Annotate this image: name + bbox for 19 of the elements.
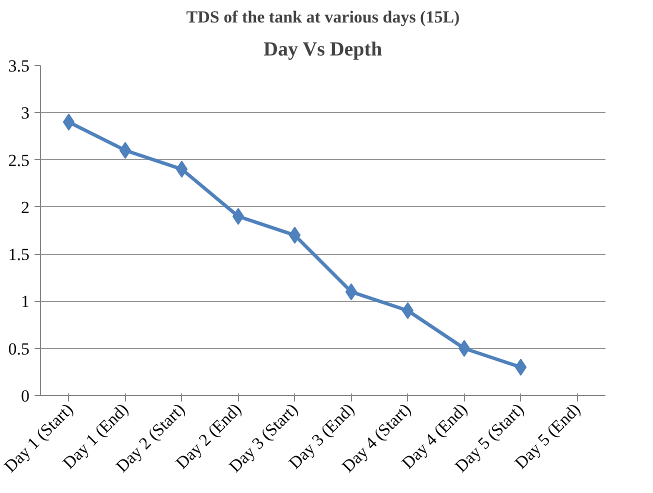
point: [176, 160, 188, 178]
y-tick-label: 0.5: [8, 339, 30, 358]
y-tick-label: 2.5: [8, 150, 30, 170]
text: TDS of the tank at various days (15L): [186, 8, 460, 26]
y-tick-label: 1.5: [8, 245, 30, 264]
point: [288, 226, 301, 244]
y-tick-label: 3.5: [8, 56, 30, 76]
point: [514, 358, 527, 376]
point: [458, 340, 470, 357]
point: [402, 302, 414, 320]
chart-title: Day Vs Depth: [264, 38, 382, 60]
y-tick-label: 2: [21, 198, 30, 217]
y-tick-label: 3: [21, 104, 30, 123]
y-tick-label: 0: [21, 386, 30, 406]
point: [232, 208, 244, 225]
point: [62, 114, 75, 131]
point: [345, 283, 358, 300]
point: [119, 142, 132, 159]
y-tick-label: 1: [21, 292, 30, 312]
